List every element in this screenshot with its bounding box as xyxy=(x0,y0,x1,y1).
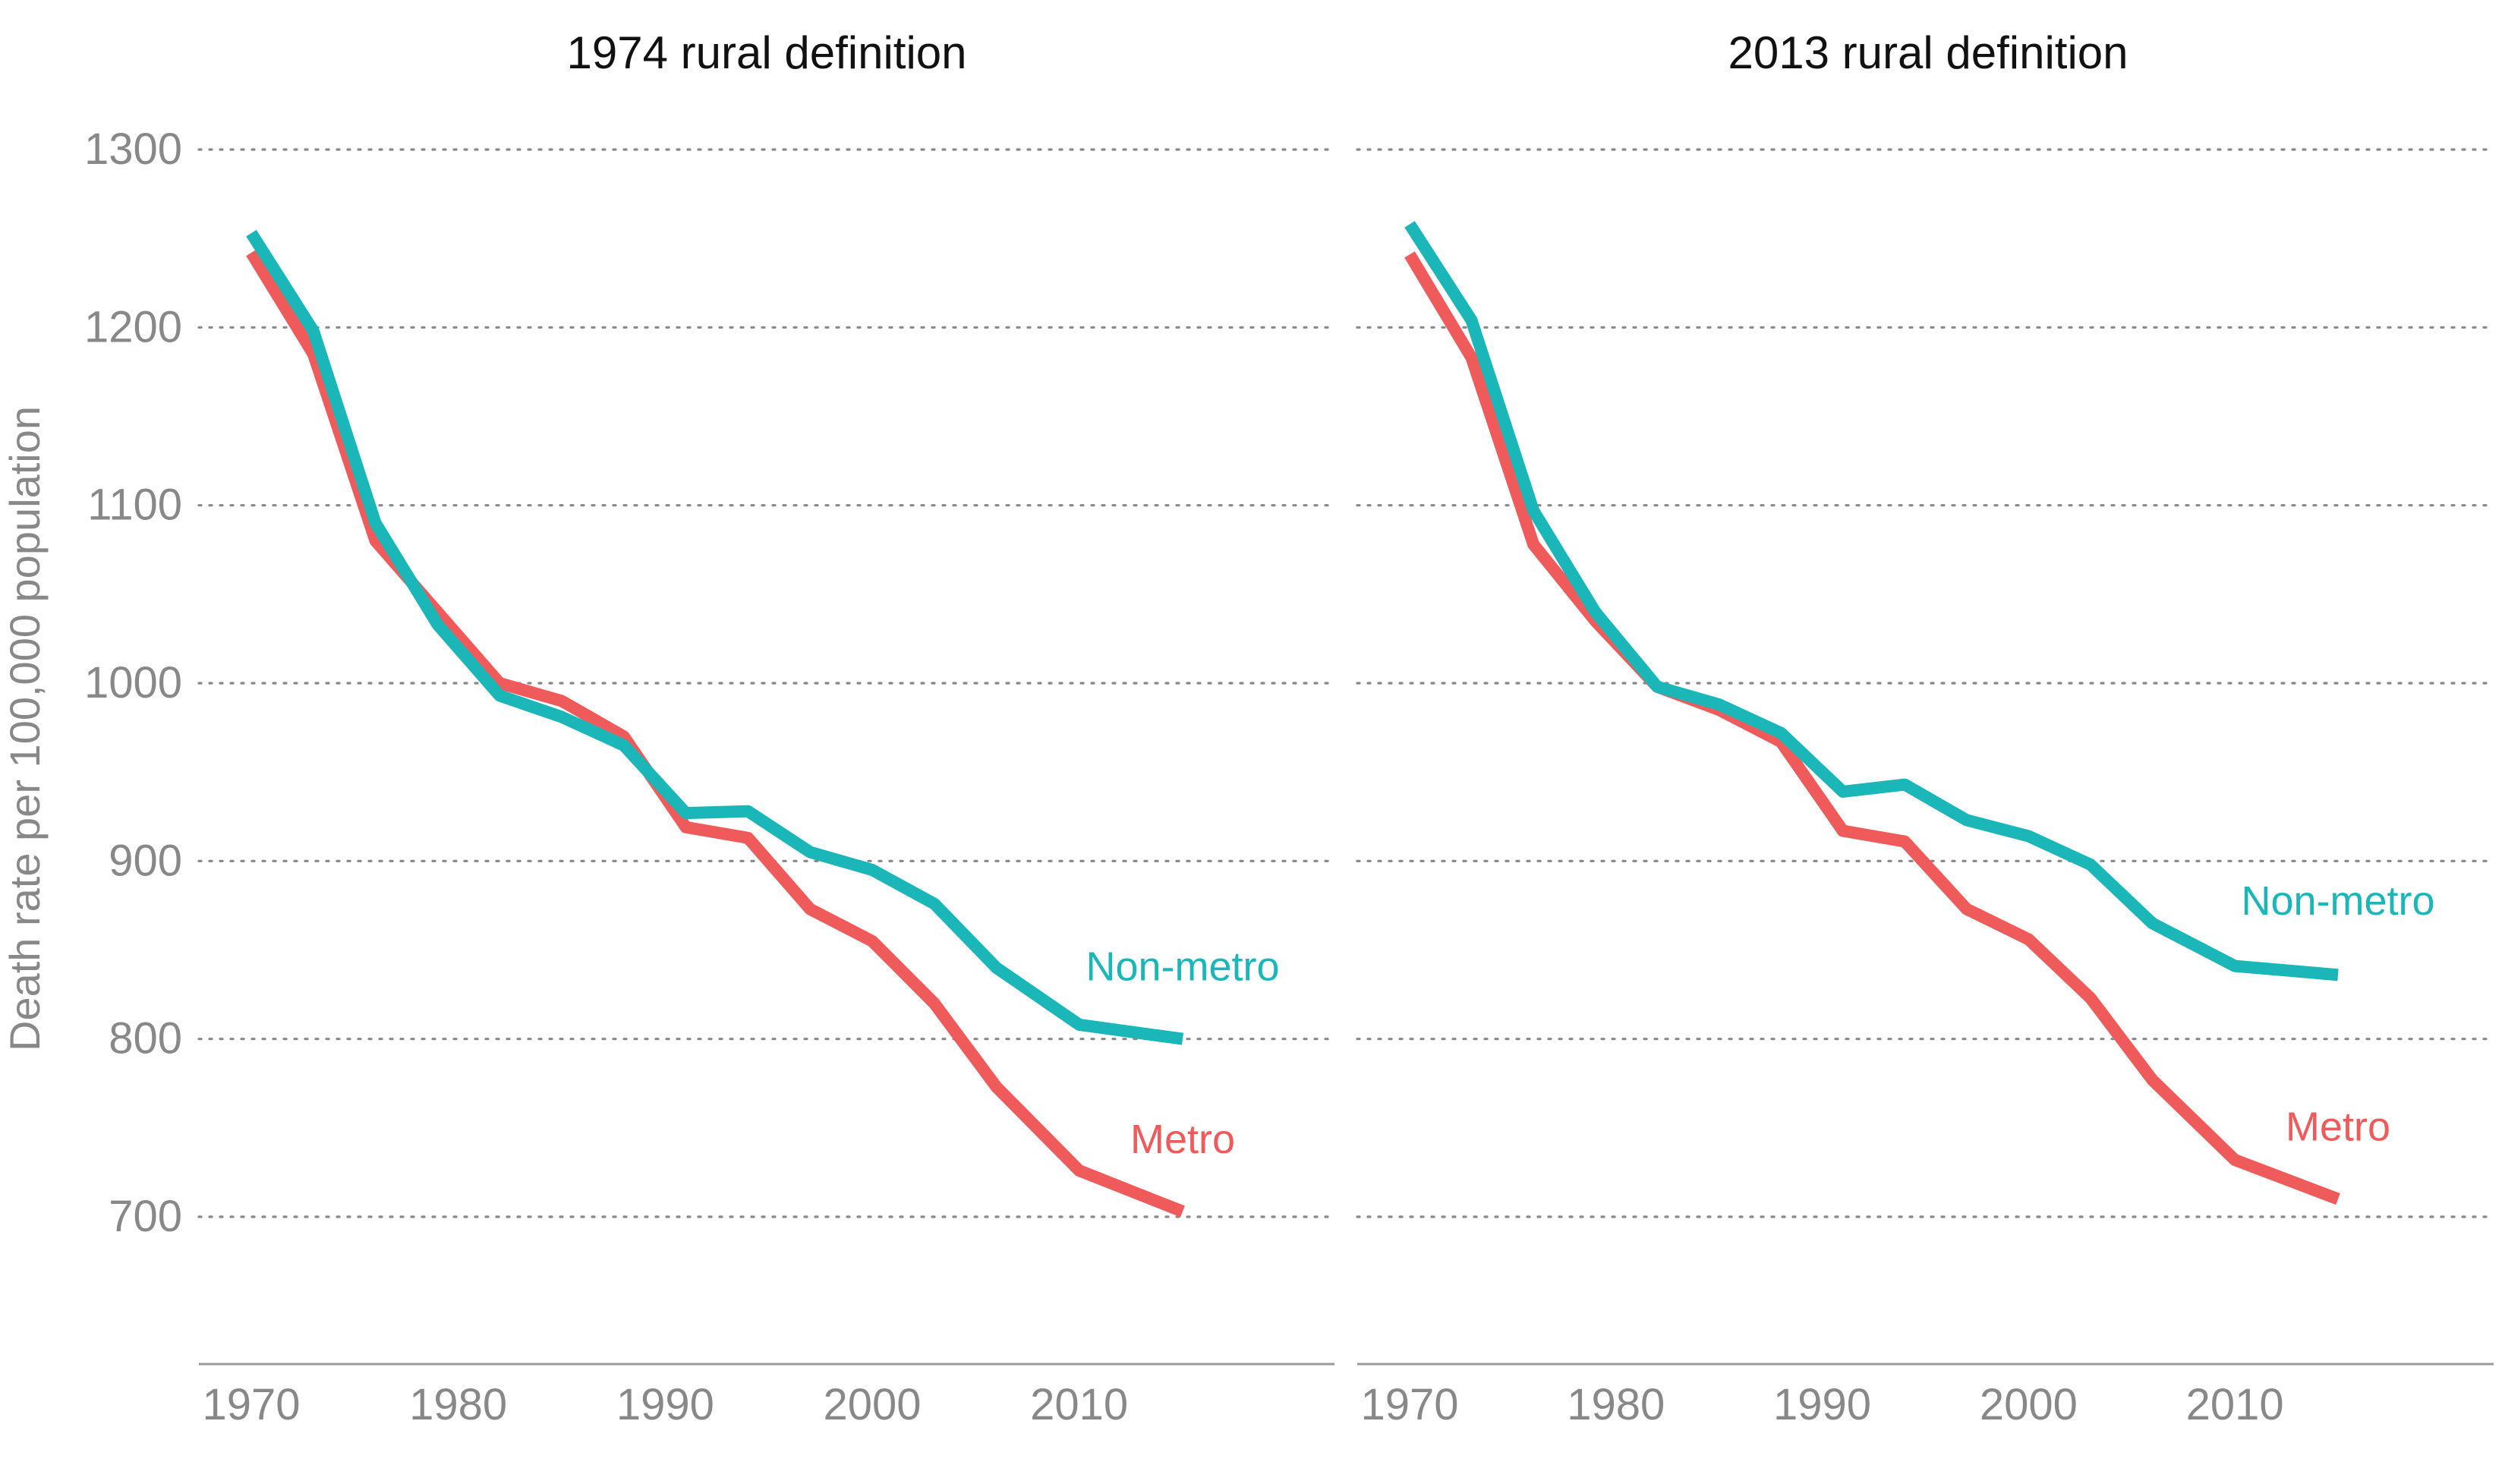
y-tick-label: 800 xyxy=(109,1014,182,1063)
series-label-metro: Metro xyxy=(2286,1104,2390,1149)
x-tick-label: 2000 xyxy=(1980,1380,2078,1429)
series-line-nonmetro xyxy=(246,229,1184,1045)
x-tick-label: 2010 xyxy=(1030,1380,1128,1429)
y-axis-label: Death rate per 100,000 population xyxy=(1,406,49,1051)
y-tick-label: 1200 xyxy=(84,302,182,351)
series-line-metro xyxy=(246,249,1185,1218)
panel-title: 1974 rural definition xyxy=(566,27,966,78)
x-tick-label: 1980 xyxy=(409,1380,507,1429)
series-line-metro xyxy=(1404,251,2340,1205)
y-tick-label: 700 xyxy=(109,1192,182,1241)
panel-2: 2013 rural definition 1970 1980 1990 2000 201… xyxy=(1356,27,2495,1429)
x-tick-label: 2000 xyxy=(823,1380,921,1429)
x-tick-label: 1970 xyxy=(202,1380,300,1429)
series-label-metro: Metro xyxy=(1130,1117,1235,1162)
y-tick-label: 1100 xyxy=(87,480,182,530)
series-line-nonmetro xyxy=(1404,221,2339,981)
x-tick-label: 1990 xyxy=(1773,1380,1871,1429)
y-tick-labels: 700 800 900 1000 1100 1200 1300 xyxy=(84,124,182,1241)
panel-1: 1974 rural definition 1970 1980 1990 2000 201… xyxy=(197,27,1336,1429)
y-tick-label: 1300 xyxy=(84,124,182,174)
x-tick-label: 1970 xyxy=(1360,1380,1458,1429)
series-label-nonmetro: Non-metro xyxy=(1086,944,1279,990)
y-tick-label: 900 xyxy=(109,836,182,885)
panel-title: 2013 rural definition xyxy=(1728,27,2128,78)
y-tick-label: 1000 xyxy=(84,658,182,707)
x-tick-label: 2010 xyxy=(2186,1380,2284,1429)
series-label-nonmetro: Non-metro xyxy=(2241,878,2434,924)
x-tick-label: 1980 xyxy=(1567,1380,1665,1429)
x-tick-label: 1990 xyxy=(616,1380,714,1429)
